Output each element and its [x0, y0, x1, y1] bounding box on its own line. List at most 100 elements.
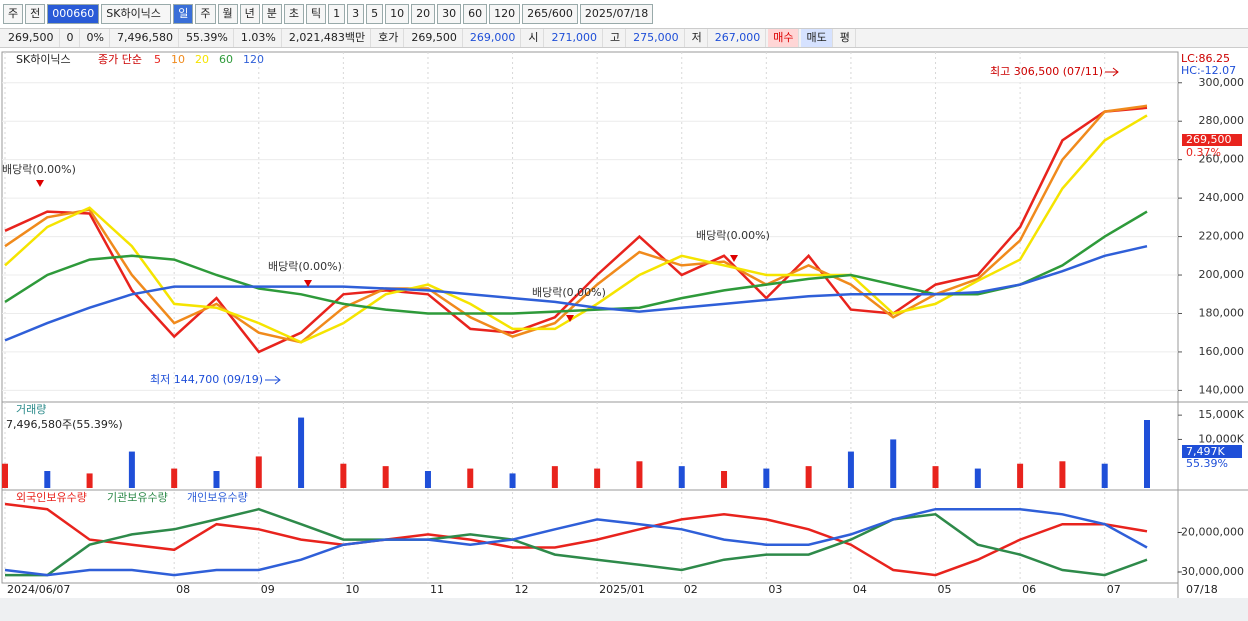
quote-field: 269,500	[406, 29, 463, 47]
quote-field: 55.39%	[181, 29, 234, 47]
toolbar-button[interactable]: 000660	[47, 4, 100, 24]
toolbar-button[interactable]: 2025/07/18	[579, 4, 654, 24]
legend-entry: 개인보유수량	[187, 491, 248, 504]
scrollbar[interactable]	[0, 598, 1248, 621]
series-line	[5, 507, 1148, 577]
x-tick-label: 2024/06/07	[7, 583, 70, 596]
toolbar-button[interactable]: 30	[437, 4, 462, 24]
legend-entry: 10	[171, 53, 185, 66]
x-tick-label: 10	[345, 583, 359, 596]
series-line	[4, 104, 1148, 344]
marker	[304, 280, 312, 287]
quote-field: 1.03%	[236, 29, 282, 47]
toolbar-button[interactable]: 년	[239, 4, 260, 24]
volume-bar	[86, 473, 93, 488]
toolbar-button[interactable]: 1	[328, 4, 346, 24]
y-tick-label: 260,000	[1199, 153, 1245, 166]
x-tick-label: 08	[176, 583, 190, 596]
chart-title: SK하이닉스	[16, 52, 71, 66]
current-price: 269,500	[1186, 133, 1232, 146]
series-line	[4, 507, 1148, 577]
quote-field: 271,000	[546, 29, 603, 47]
y-tick-label: 15,000K	[1198, 408, 1244, 421]
volume-bar	[721, 471, 728, 488]
volume-bar	[636, 461, 643, 488]
volume-bar	[932, 466, 939, 488]
y-tick-label: 300,000	[1199, 76, 1245, 89]
toolbar-button[interactable]: 주	[3, 4, 24, 24]
quote-field[interactable]: 평	[835, 29, 856, 47]
quote-field: 고	[605, 29, 627, 47]
y-tick-label: 220,000	[1199, 230, 1245, 243]
toolbar-button[interactable]: 10	[385, 4, 410, 24]
quote-field: 0	[62, 29, 80, 47]
x-tick-label: 03	[768, 583, 782, 596]
toolbar-button[interactable]: 265/600	[522, 4, 578, 24]
toolbar-button[interactable]: 분	[261, 4, 282, 24]
quote-field: 267,000	[710, 29, 767, 47]
toolbar-button[interactable]: 일	[173, 4, 194, 24]
x-tick-label: 2025/01	[599, 583, 645, 596]
marker	[36, 180, 44, 187]
quote-field: 시	[523, 29, 545, 47]
quote-row: 269,500 0 0% 7,496,580 55.39% 1.03% 2,021,483백…	[0, 28, 1248, 48]
side-label: LC:86.25	[1181, 52, 1230, 65]
volume-bar	[424, 471, 431, 488]
toolbar-button[interactable]: 60	[463, 4, 488, 24]
y-tick-label: -30,000,000	[1177, 565, 1244, 578]
marker	[730, 255, 738, 262]
annotation: 최고 306,500 (07/11)	[990, 65, 1103, 78]
x-tick-label: 04	[853, 583, 867, 596]
quote-field: 269,000	[465, 29, 522, 47]
series-line	[4, 106, 1148, 354]
toolbar-button[interactable]: 20	[411, 4, 436, 24]
y-tick-label: 160,000	[1199, 345, 1245, 358]
x-tick-label: 05	[938, 583, 952, 596]
chart: 2024/06/07 08 09 10 11 12 2025/01 02 03 04 05 06 07 0…	[0, 51, 1248, 621]
toolbar-row: 주 전 000660 SK하이닉스 일 주 월 년 분 초 틱 1 3 5 10 20 30 60 120 265/6…	[0, 3, 1248, 25]
volume-bar	[213, 471, 220, 488]
change-label: 0.37%	[1186, 146, 1221, 159]
volume-bar	[298, 417, 305, 488]
arrow	[1105, 67, 1119, 77]
toolbar-button[interactable]: SK하이닉스	[101, 4, 172, 24]
y-tick-label: 10,000K	[1198, 432, 1244, 445]
volume-current: 7,497K	[1186, 445, 1225, 458]
pane-info: 7,496,580주(55.39%)	[6, 418, 123, 431]
y-tick-label: 240,000	[1199, 191, 1245, 204]
toolbar-button[interactable]: 월	[217, 4, 238, 24]
quote-field: 7,496,580	[112, 29, 179, 47]
series-line	[4, 502, 1148, 577]
volume-bar	[467, 468, 474, 488]
annotation: 배당락(0.00%)	[696, 229, 770, 242]
quote-field[interactable]: 매수	[768, 29, 800, 47]
y-tick-label: 280,000	[1199, 114, 1245, 127]
volume-bar	[678, 466, 685, 488]
x-tick-label: 07/18	[1186, 583, 1218, 596]
price-box	[1182, 134, 1242, 146]
toolbar-button[interactable]: 초	[283, 4, 304, 24]
toolbar-button[interactable]: 틱	[306, 4, 327, 24]
quote-field[interactable]: 매도	[801, 29, 833, 47]
toolbar-button[interactable]: 120	[489, 4, 521, 24]
x-tick-label: 06	[1022, 583, 1036, 596]
toolbar-button[interactable]: 주	[195, 4, 216, 24]
x-tick-label: 12	[515, 583, 529, 596]
volume-bar	[2, 463, 8, 488]
quote-field: 275,000	[628, 29, 685, 47]
x-tick-label: 02	[684, 583, 698, 596]
y-tick-label: -20,000,000	[1177, 525, 1244, 538]
legend-entry: 외국인보유수량	[16, 491, 87, 504]
arrow	[265, 375, 281, 385]
volume-bar	[509, 473, 516, 488]
volume-bar	[805, 466, 812, 488]
toolbar-button[interactable]: 5	[366, 4, 384, 24]
y-tick-label: 140,000	[1199, 383, 1245, 396]
x-tick-label: 09	[261, 583, 275, 596]
x-tick-label: 07	[1107, 583, 1121, 596]
y-tick-label: 200,000	[1199, 268, 1245, 281]
volume-ratio: 55.39%	[1186, 457, 1228, 470]
series-line	[4, 244, 1148, 342]
toolbar-button[interactable]: 3	[347, 4, 365, 24]
toolbar-button[interactable]: 전	[25, 4, 46, 24]
